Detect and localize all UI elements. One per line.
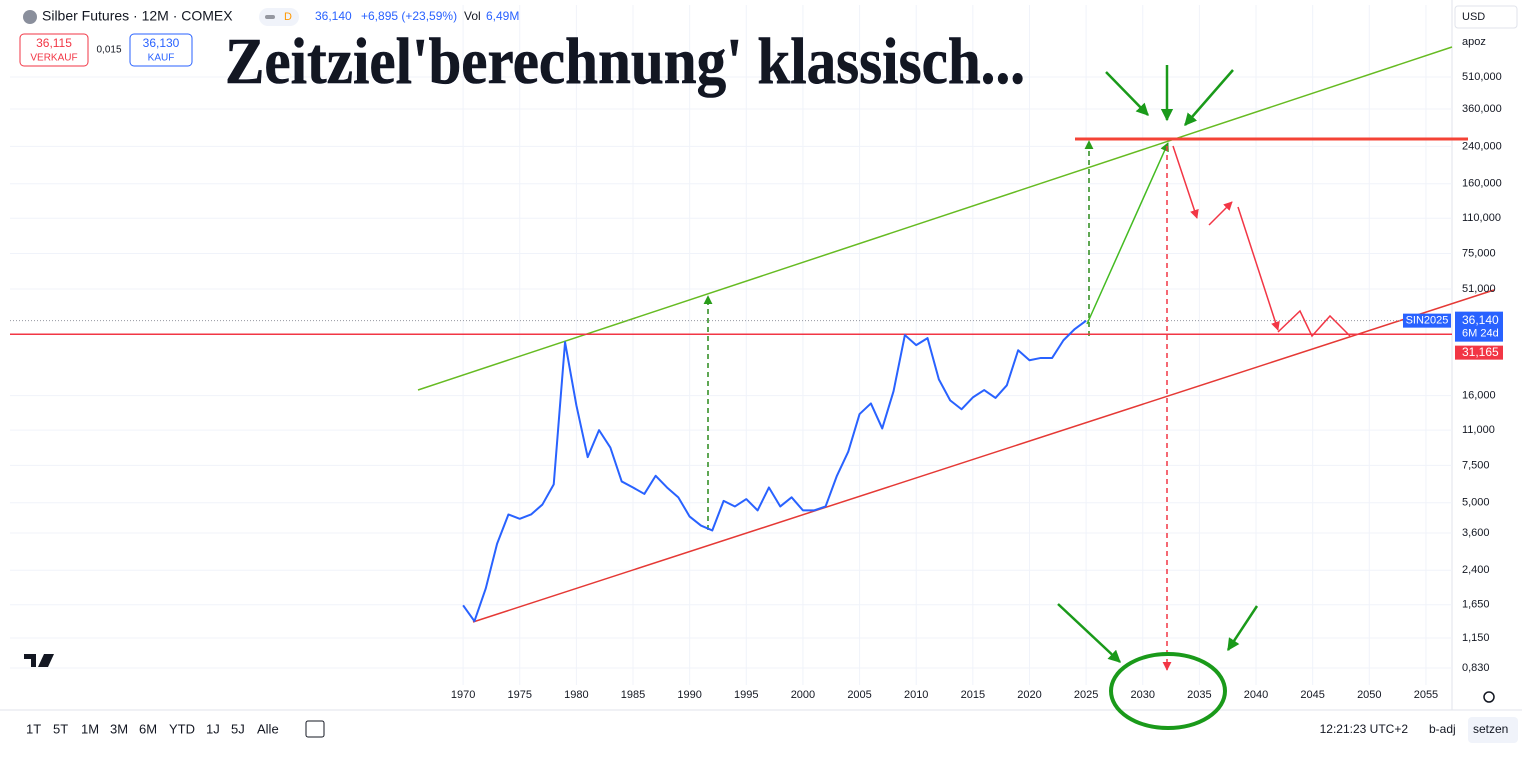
- target-ellipse: [1109, 652, 1227, 730]
- last-price-label: 36,140: [1462, 313, 1499, 327]
- price-line-series: [462, 319, 1087, 623]
- buy-label: KAUF: [148, 53, 175, 64]
- x-tick-label: 1990: [677, 689, 701, 701]
- x-tick-label: 2010: [904, 689, 928, 701]
- logo: [24, 654, 54, 667]
- chart-title: Zeitziel'berechnung' klassisch...: [225, 25, 1025, 98]
- x-tick-label: 2015: [961, 689, 985, 701]
- x-tick-label: 1995: [734, 689, 758, 701]
- x-tick-label: 1975: [507, 689, 531, 701]
- y-tick-label: 0,830: [1462, 662, 1490, 674]
- sell-price: 36,115: [36, 36, 72, 50]
- range-button[interactable]: 1T: [26, 721, 41, 736]
- countdown-label: 6M 24d: [1462, 328, 1499, 340]
- y-tick-label: 16,000: [1462, 390, 1496, 402]
- arrow: [1237, 206, 1280, 331]
- x-tick-label: 2040: [1244, 689, 1268, 701]
- x-tick-label: 2005: [847, 689, 871, 701]
- range-button[interactable]: Alle: [257, 721, 279, 736]
- price-line-label: 31,165: [1462, 345, 1499, 359]
- x-tick-label: 2000: [791, 689, 815, 701]
- range-button[interactable]: 5J: [231, 721, 245, 736]
- badge-bg: [259, 8, 299, 26]
- channel-lower: [472, 289, 1495, 623]
- last-price: 36,140: [315, 9, 352, 23]
- y-tick-label: 240,000: [1462, 140, 1502, 152]
- pointer-arrow: [1105, 71, 1149, 116]
- plot: [10, 319, 1452, 623]
- y-tick-label: 110,000: [1462, 212, 1501, 224]
- range-button[interactable]: 3M: [110, 721, 128, 736]
- x-tick-label: 2050: [1357, 689, 1381, 701]
- y-tick-label: 1,150: [1462, 632, 1490, 644]
- date-range-icon[interactable]: [305, 720, 325, 738]
- currency: USD: [1462, 11, 1485, 23]
- settings-icon[interactable]: [1483, 691, 1495, 703]
- badge-icon: [265, 15, 275, 19]
- spread: 0,015: [96, 45, 121, 56]
- x-tick-label: 1985: [621, 689, 645, 701]
- arrow: [1208, 201, 1233, 226]
- pointer-arrow: [1057, 603, 1121, 663]
- x-tick-label: 1980: [564, 689, 588, 701]
- sell-label: VERKAUF: [30, 53, 77, 64]
- y-tick-label: 2,400: [1462, 564, 1490, 576]
- y-tick-label: 510,000: [1462, 71, 1502, 83]
- symbol: Silber Futures · 12M · COMEX: [42, 8, 233, 24]
- currency-button[interactable]: [1454, 5, 1518, 29]
- buy-button[interactable]: [129, 33, 193, 67]
- y-tick-label: 51,000: [1462, 283, 1496, 295]
- symbol-icon: [23, 10, 37, 24]
- y-tick-label: 75,000: [1462, 247, 1496, 259]
- arrow: [1086, 142, 1169, 325]
- volume-label: Vol: [464, 9, 481, 23]
- x-tick-label: 2055: [1414, 689, 1438, 701]
- badge: D: [284, 11, 292, 23]
- sell-button[interactable]: [19, 33, 89, 67]
- arrow: [1172, 145, 1199, 219]
- x-tick-label: 2025: [1074, 689, 1098, 701]
- pointer-arrow: [1226, 605, 1259, 652]
- adjust[interactable]: b-adj: [1429, 722, 1456, 736]
- range-button[interactable]: 1J: [206, 721, 220, 736]
- y-tick-label: 5,000: [1462, 497, 1490, 509]
- y-tick-label: 11,000: [1462, 424, 1495, 436]
- zigzag: [1277, 309, 1351, 338]
- price-line-tag: [1455, 345, 1503, 360]
- range-button[interactable]: 1M: [81, 721, 99, 736]
- symbol-tag: [1403, 313, 1451, 328]
- range-button[interactable]: YTD: [169, 721, 195, 736]
- symbol-tag-label: SIN2025: [1406, 315, 1449, 327]
- channel-upper: [417, 46, 1453, 391]
- settings-label: setzen: [1473, 722, 1508, 736]
- scale-mode[interactable]: apoz: [1462, 36, 1486, 48]
- x-tick-label: 2030: [1131, 689, 1155, 701]
- drawings: [417, 46, 1495, 730]
- y-tick-label: 160,000: [1462, 178, 1502, 190]
- range-button[interactable]: 6M: [139, 721, 157, 736]
- buy-price: 36,130: [143, 36, 180, 50]
- range-button[interactable]: 5T: [53, 721, 68, 736]
- x-tick-label: 2045: [1300, 689, 1324, 701]
- change: +6,895 (+23,59%): [361, 9, 457, 23]
- last-price-tag: [1455, 311, 1503, 342]
- x-tick-label: 1970: [451, 689, 475, 701]
- y-tick-label: 3,600: [1462, 527, 1490, 539]
- range-bar: 1T 5T 1M 3M 6M YTD 1J 5J Alle: [26, 721, 279, 736]
- settings-button[interactable]: [1468, 717, 1518, 743]
- x-tick-label: 2020: [1017, 689, 1041, 701]
- pointer-arrow: [1184, 69, 1234, 126]
- volume: 6,49M: [486, 9, 519, 23]
- y-tick-label: 7,500: [1462, 459, 1490, 471]
- y-tick-label: 1,650: [1462, 599, 1490, 611]
- y-tick-label: 360,000: [1462, 103, 1502, 115]
- x-tick-label: 2035: [1187, 689, 1211, 701]
- clock: 12:21:23 UTC+2: [1320, 722, 1409, 736]
- grid: [10, 5, 1452, 685]
